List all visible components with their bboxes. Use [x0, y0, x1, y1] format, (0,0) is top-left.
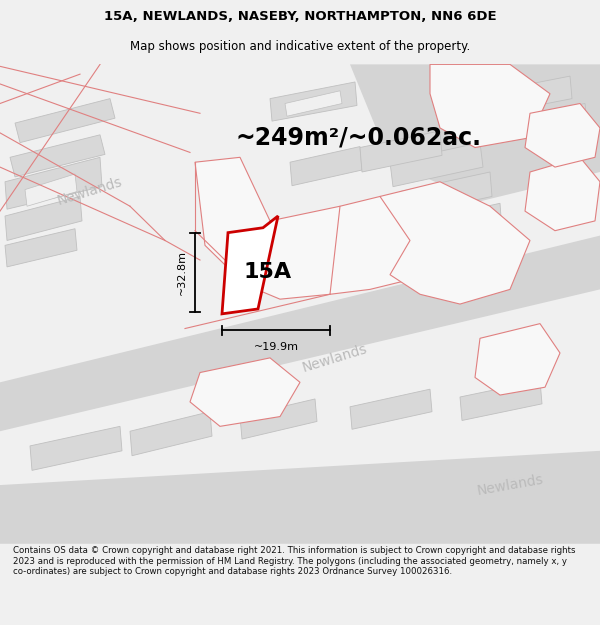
Polygon shape	[15, 99, 115, 142]
Text: ~32.8m: ~32.8m	[177, 250, 187, 295]
Polygon shape	[270, 82, 357, 121]
Polygon shape	[360, 131, 442, 172]
Polygon shape	[350, 64, 600, 201]
Polygon shape	[475, 324, 560, 395]
Text: ~249m²/~0.062ac.: ~249m²/~0.062ac.	[235, 126, 481, 150]
Polygon shape	[435, 213, 490, 243]
Polygon shape	[0, 236, 600, 431]
Polygon shape	[290, 146, 362, 186]
Text: Newlands: Newlands	[301, 341, 370, 374]
Polygon shape	[30, 426, 122, 471]
Polygon shape	[10, 135, 105, 177]
Polygon shape	[190, 358, 300, 426]
Text: Contains OS data © Crown copyright and database right 2021. This information is : Contains OS data © Crown copyright and d…	[13, 546, 576, 576]
Polygon shape	[195, 158, 370, 299]
Polygon shape	[480, 76, 572, 116]
Polygon shape	[285, 91, 342, 116]
Text: 15A, NEWLANDS, NASEBY, NORTHAMPTON, NN6 6DE: 15A, NEWLANDS, NASEBY, NORTHAMPTON, NN6 …	[104, 9, 496, 22]
Polygon shape	[400, 172, 492, 216]
Text: 15A: 15A	[244, 262, 292, 282]
Polygon shape	[330, 196, 430, 294]
Text: ~19.9m: ~19.9m	[254, 342, 299, 352]
Polygon shape	[525, 104, 600, 167]
Polygon shape	[350, 389, 432, 429]
Polygon shape	[510, 104, 587, 141]
Polygon shape	[460, 381, 542, 421]
Polygon shape	[222, 216, 278, 314]
Polygon shape	[240, 399, 317, 439]
Polygon shape	[525, 158, 600, 231]
Polygon shape	[0, 451, 600, 544]
Polygon shape	[390, 142, 483, 187]
Text: Map shows position and indicative extent of the property.: Map shows position and indicative extent…	[130, 40, 470, 53]
Polygon shape	[5, 229, 77, 267]
Polygon shape	[130, 412, 212, 456]
Polygon shape	[430, 64, 550, 148]
Polygon shape	[25, 174, 77, 206]
Polygon shape	[380, 182, 530, 304]
Text: Newlands: Newlands	[56, 175, 124, 208]
Polygon shape	[420, 203, 502, 248]
Polygon shape	[5, 158, 102, 209]
Polygon shape	[5, 196, 82, 241]
Text: Newlands: Newlands	[476, 472, 544, 498]
